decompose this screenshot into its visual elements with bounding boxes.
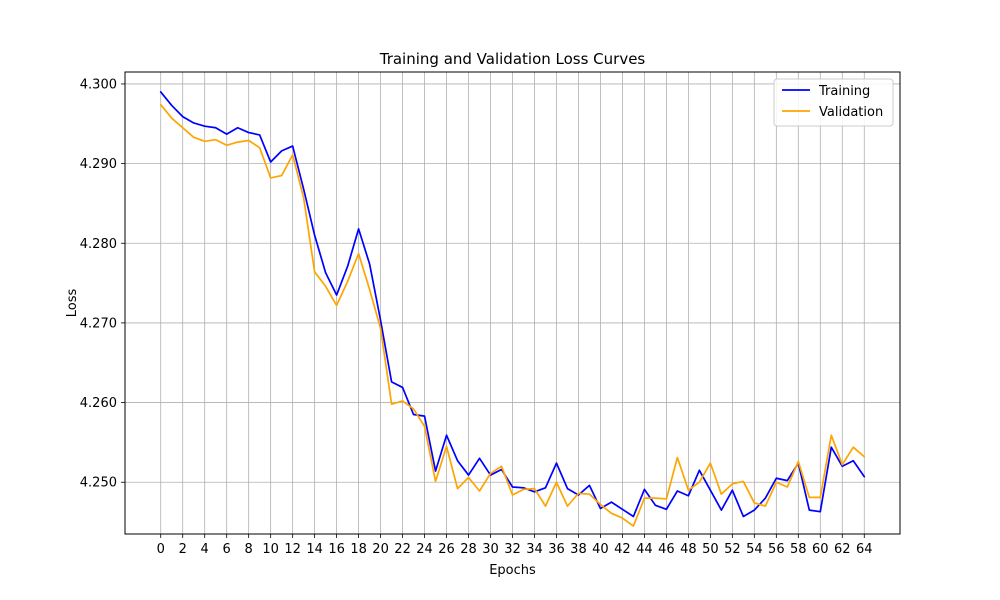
x-tick-label: 50 — [702, 542, 719, 557]
x-tick-label: 44 — [636, 542, 653, 557]
x-tick-label: 34 — [526, 542, 543, 557]
y-tick-label: 4.300 — [80, 77, 117, 92]
grid-lines — [125, 72, 900, 534]
x-tick-label: 60 — [812, 542, 829, 557]
y-tick-label: 4.290 — [80, 157, 117, 172]
x-tick-label: 28 — [460, 542, 477, 557]
x-tick-label: 4 — [201, 542, 209, 557]
series-line-validation — [159, 103, 866, 527]
x-tick-label: 20 — [372, 542, 389, 557]
x-tick-label: 2 — [179, 542, 187, 557]
y-tick-label: 4.260 — [80, 396, 117, 411]
x-tick-label: 64 — [856, 542, 873, 557]
x-tick-label: 38 — [570, 542, 587, 557]
x-tick-label: 52 — [724, 542, 741, 557]
x-tick-label: 58 — [790, 542, 807, 557]
x-tick-label: 30 — [482, 542, 499, 557]
x-tick-label: 10 — [262, 542, 279, 557]
x-tick-label: 8 — [245, 542, 253, 557]
x-tick-label: 54 — [746, 542, 763, 557]
y-axis-label: Loss — [65, 289, 80, 318]
x-tick-label: 24 — [416, 542, 433, 557]
x-tick-label: 16 — [328, 542, 345, 557]
x-tick-label: 18 — [350, 542, 367, 557]
x-tick-label: 42 — [614, 542, 631, 557]
x-tick-label: 14 — [306, 542, 323, 557]
x-tick-label: 56 — [768, 542, 785, 557]
y-tick-label: 4.280 — [80, 237, 117, 252]
x-tick-label: 22 — [394, 542, 411, 557]
x-axis-ticks: 0 2 4 6 8 10 12 14 16 18 20 22 24 26 28 30 32 34 36 38 40 42 4… — [157, 534, 873, 557]
x-tick-label: 6 — [223, 542, 231, 557]
series-layer — [159, 91, 866, 527]
series-line-training — [159, 91, 866, 518]
y-axis-ticks: 4.250 4.260 4.270 4.280 4.290 4.300 — [80, 77, 125, 491]
x-tick-label: 32 — [504, 542, 521, 557]
x-tick-label: 12 — [284, 542, 301, 557]
y-tick-label: 4.270 — [80, 316, 117, 331]
legend: Training Validation — [773, 78, 894, 127]
x-tick-label: 36 — [548, 542, 565, 557]
x-tick-label: 62 — [834, 542, 851, 557]
legend-label-validation: Validation — [819, 105, 883, 120]
x-tick-label: 26 — [438, 542, 455, 557]
y-tick-label: 4.250 — [80, 476, 117, 491]
chart-title: Training and Validation Loss Curves — [379, 50, 646, 68]
x-axis-label: Epochs — [489, 563, 536, 578]
legend-label-training: Training — [818, 84, 870, 99]
x-tick-label: 48 — [680, 542, 697, 557]
x-tick-label: 46 — [658, 542, 675, 557]
x-tick-label: 0 — [157, 542, 165, 557]
x-tick-label: 40 — [592, 542, 609, 557]
